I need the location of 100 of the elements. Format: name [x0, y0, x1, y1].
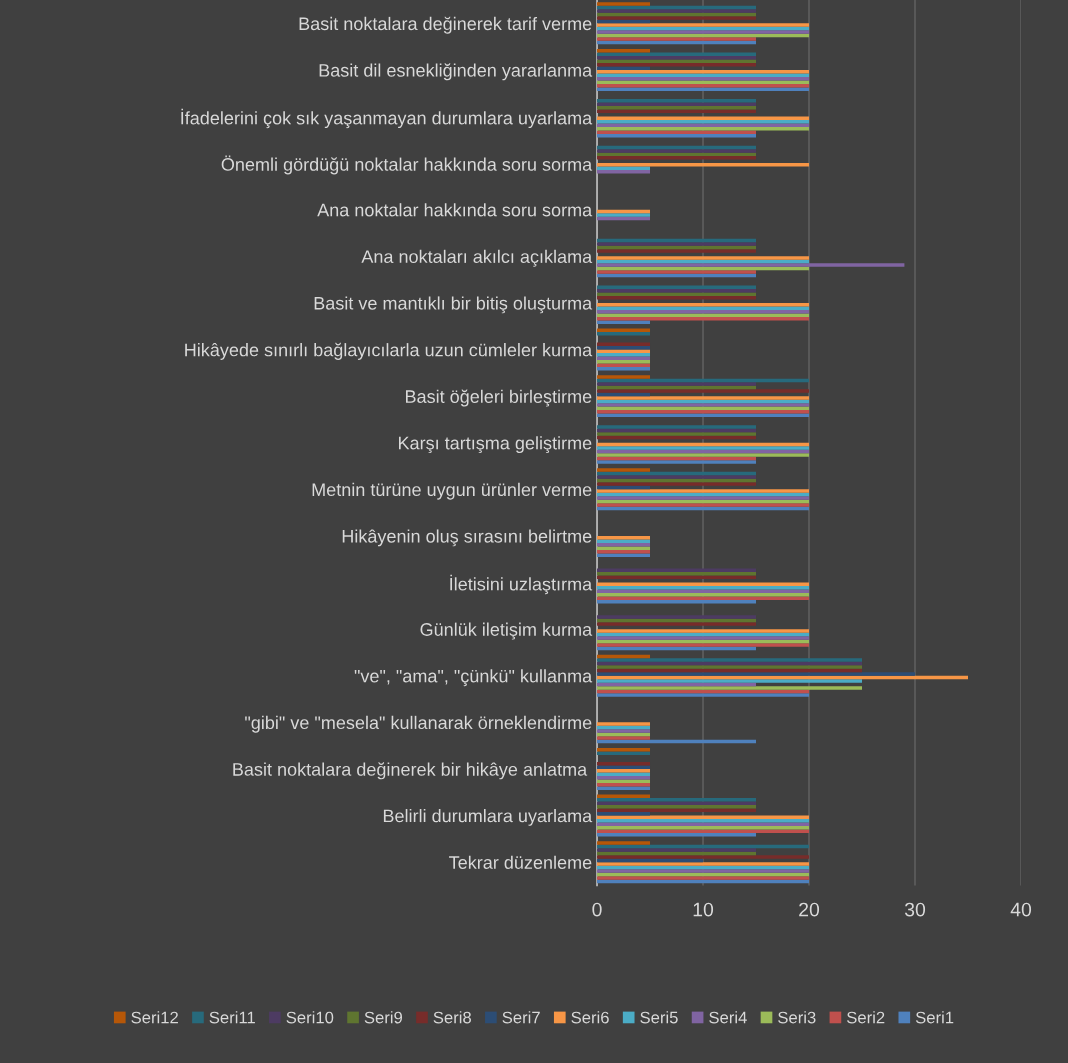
legend-label: Seri8 — [433, 1011, 471, 1024]
bar — [597, 468, 651, 472]
y-tick-label: İletisini uzlaştırma — [450, 574, 593, 595]
y-tick-label: Basit noktalara değinerek bir hikâye anlatma — [233, 762, 588, 780]
bar — [597, 130, 757, 134]
bar — [597, 693, 810, 697]
y-tick-label: Tekrar düzenleme — [449, 855, 592, 869]
bar — [597, 306, 810, 310]
bar — [597, 367, 651, 371]
bar — [597, 156, 757, 160]
bar — [597, 425, 757, 429]
bar — [597, 772, 651, 776]
y-tick-label: Hikâyede sınırlı bağlayıcılarla uzun cümleler kurma — [185, 342, 593, 360]
legend-label: Seri5 — [640, 1011, 678, 1024]
legend-label: Seri1 — [915, 1011, 954, 1024]
bar — [597, 812, 651, 816]
bar — [597, 672, 916, 676]
bar — [597, 382, 757, 386]
bar — [597, 23, 810, 27]
bar — [597, 855, 810, 859]
bar — [597, 389, 810, 393]
bar — [597, 396, 810, 400]
legend-label: Seri6 — [571, 1011, 609, 1024]
bar — [597, 292, 757, 296]
bar — [597, 546, 651, 550]
bar — [597, 826, 810, 830]
bar — [597, 213, 651, 217]
y-tick-label: Basit öğeleri birleştirme — [406, 389, 592, 407]
bar — [597, 163, 810, 167]
bar — [597, 805, 757, 809]
x-tick-label: 0 — [592, 902, 602, 917]
bar — [597, 539, 651, 543]
bar — [597, 453, 810, 457]
bar — [597, 332, 651, 336]
y-tick-label: Basit noktalara değinerek tarif verme — [299, 16, 592, 34]
bar — [597, 862, 810, 866]
bar — [597, 285, 757, 289]
bar — [597, 869, 810, 873]
bar — [597, 615, 757, 619]
legend-label: Seri7 — [502, 1011, 540, 1024]
bar — [597, 73, 810, 77]
bar — [597, 256, 810, 260]
bar — [597, 410, 810, 414]
bar — [597, 460, 757, 464]
y-tick-label: "ve", "ama", "çünkü" kullanma — [354, 669, 593, 687]
x-tick-label: 30 — [904, 902, 926, 917]
bar — [597, 66, 651, 70]
bar — [597, 722, 651, 726]
bar — [597, 270, 757, 274]
y-tick-label: Metnin türüne uygun ürünler verme — [312, 482, 592, 500]
bar — [597, 375, 651, 379]
x-tick-label: 40 — [1010, 902, 1032, 917]
y-tick-label: "gibi" ve "mesela" kullanarak örneklendirme — [245, 715, 592, 733]
bar — [597, 658, 863, 662]
bar — [597, 841, 651, 845]
bar — [597, 553, 651, 557]
bar — [597, 475, 757, 479]
bar — [597, 52, 757, 56]
y-tick-label: Ana noktaları akılcı açıklama — [361, 249, 593, 267]
y-tick-label: Belirli durumlara uyarlama — [383, 809, 593, 826]
bar — [597, 665, 863, 669]
bar — [597, 496, 810, 500]
y-tick-label: Önemli gördüğü noktalar hakkında soru sorma — [221, 155, 593, 175]
y-tick-label: Basit dil esnekliğinden yararlanma — [319, 63, 593, 81]
bar — [597, 403, 810, 407]
x-tick-label: 10 — [693, 902, 714, 917]
bar — [597, 636, 810, 640]
bar — [597, 686, 863, 690]
bar — [597, 489, 810, 493]
legend-label: Seri4 — [709, 1011, 747, 1024]
bar — [597, 729, 651, 733]
bar — [597, 600, 757, 604]
bar — [597, 798, 757, 802]
bar — [597, 30, 810, 34]
bar — [597, 170, 651, 174]
bar — [597, 16, 757, 20]
bar — [597, 432, 757, 436]
bar — [597, 786, 651, 790]
bar — [597, 482, 757, 486]
bar — [597, 503, 810, 507]
y-tick-label: İfadelerini çok sık yaşanmayan durumlara uyarlama — [181, 108, 593, 129]
bar — [597, 736, 651, 740]
bar — [597, 446, 810, 450]
y-tick-label: Basit ve mantıklı bir bitiş oluşturma — [314, 296, 593, 314]
bar — [597, 629, 810, 633]
bar — [597, 622, 757, 626]
bar — [597, 87, 810, 91]
bar — [597, 848, 757, 852]
legend-label: Seri9 — [364, 1011, 403, 1024]
legend-label: Seri12 — [131, 1011, 178, 1024]
bar — [597, 263, 905, 267]
legend-label: Seri11 — [209, 1011, 255, 1024]
y-tick-label: Hikâyenin oluş sırasını belirtme — [342, 529, 592, 547]
x-tick-label: 20 — [799, 902, 820, 917]
bar — [597, 242, 757, 246]
bar — [597, 346, 651, 350]
y-tick-label: Ana noktalar hakkında soru sorma — [317, 203, 593, 217]
bar — [597, 313, 810, 317]
bar — [597, 586, 810, 590]
bar — [597, 80, 810, 84]
